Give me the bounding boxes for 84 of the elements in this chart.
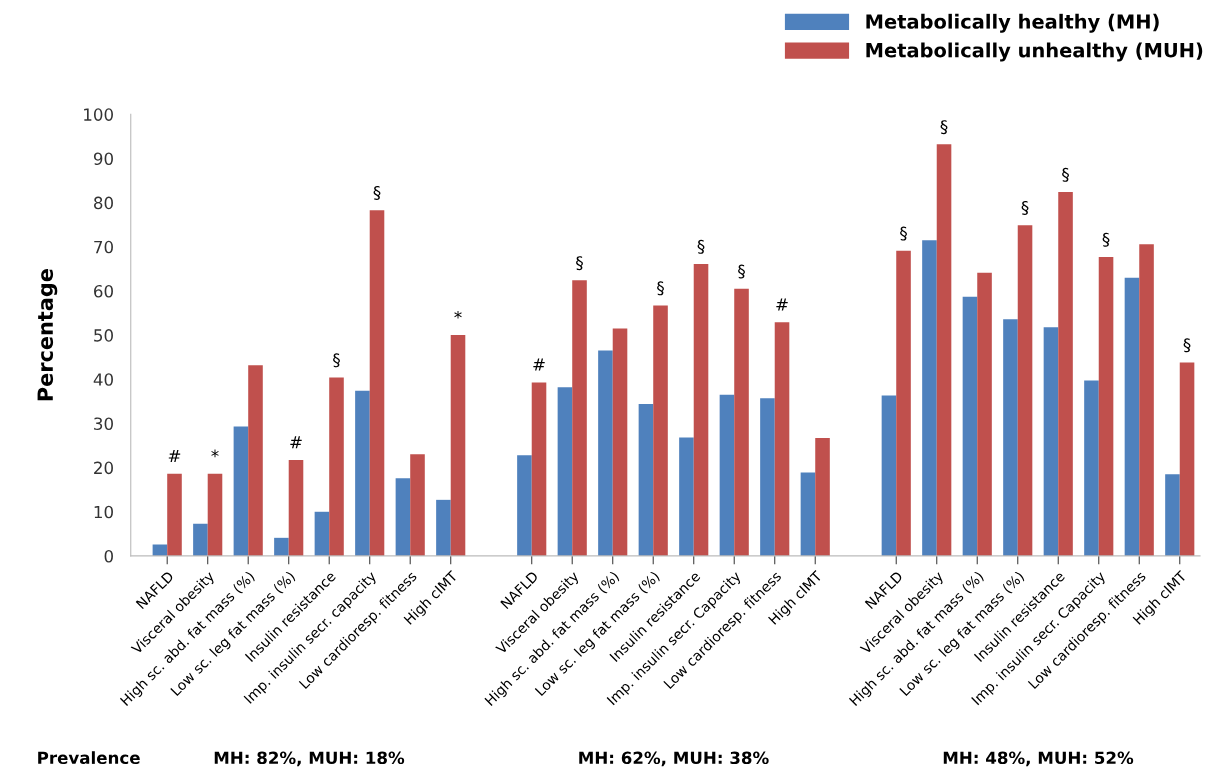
bar [355, 390, 370, 556]
y-tick-label: 30 [94, 417, 113, 431]
bar [167, 473, 182, 556]
data-label: # [533, 358, 545, 371]
y-tick-label: 100 [84, 108, 113, 121]
data-label: # [776, 298, 788, 311]
text: MH: 62%, MUH: 38% [579, 751, 769, 767]
bar [1058, 192, 1073, 556]
bar [557, 387, 573, 556]
y-tick-label: 50 [94, 329, 113, 342]
bar [450, 335, 466, 556]
y-tick-label: 0 [104, 549, 113, 563]
bar [638, 404, 654, 556]
bar [1165, 474, 1180, 556]
data-label: § [738, 264, 745, 279]
y-tick-label: 90 [93, 152, 113, 166]
data-label: § [373, 185, 381, 200]
data-label: § [697, 239, 705, 254]
bar [193, 523, 208, 556]
y-tick-label: 20 [94, 461, 113, 475]
text: MH: 48%, MUH: 52% [943, 751, 1134, 767]
data-label: * [454, 310, 462, 319]
data-label: § [1102, 232, 1110, 247]
bar [436, 499, 451, 556]
bar [1017, 225, 1033, 556]
bar [1124, 277, 1140, 556]
y-tick-label: 60 [94, 284, 113, 298]
bar [517, 455, 532, 556]
bar [800, 472, 816, 556]
bar [922, 240, 937, 556]
data-label: § [1183, 338, 1191, 353]
bar [734, 288, 749, 556]
bar [1003, 319, 1018, 556]
bar [612, 328, 628, 556]
bar [1179, 362, 1195, 556]
text: Prevalence [38, 751, 140, 765]
bar [693, 264, 709, 556]
data-label: § [900, 226, 907, 241]
bar [1139, 244, 1154, 556]
bar [207, 473, 223, 556]
bar [896, 250, 911, 556]
bar [572, 280, 587, 556]
bar [719, 394, 735, 556]
bar [653, 305, 668, 556]
data-label: # [168, 450, 181, 462]
bar [774, 322, 790, 556]
bar [1084, 380, 1099, 556]
bar [410, 454, 425, 556]
bar [152, 544, 168, 556]
bar [248, 365, 263, 556]
data-label: § [657, 281, 664, 296]
bar [233, 426, 249, 556]
y-tick-label: 10 [94, 505, 113, 519]
bar [369, 210, 385, 556]
bar [531, 382, 547, 556]
data-label: § [1062, 167, 1069, 182]
bar [598, 350, 613, 556]
bar [815, 438, 830, 556]
bar [395, 478, 411, 556]
data-label: # [290, 436, 302, 449]
data-label: § [1021, 200, 1029, 215]
bar [1043, 327, 1059, 556]
y-tick-label: 70 [94, 240, 113, 254]
data-label: § [333, 353, 340, 368]
bar [760, 398, 775, 556]
y-tick-label: 40 [93, 373, 113, 386]
bar [962, 296, 978, 556]
text: MH: 82%, MUH: 18% [214, 751, 405, 767]
data-label: * [211, 449, 219, 458]
bar [288, 460, 304, 556]
bar [314, 511, 330, 556]
y-axis-title: Percentage [37, 269, 58, 401]
data-label: § [940, 120, 948, 135]
bar [679, 437, 694, 556]
bar [329, 377, 344, 556]
legend-label: Metabolically unhealthy (MUH) [866, 42, 1203, 62]
bar [881, 395, 897, 556]
legend-label: Metabolically healthy (MH) [866, 13, 1159, 33]
bar [274, 537, 289, 556]
bar [977, 272, 992, 556]
y-tick-label: 80 [94, 196, 113, 210]
bar [936, 144, 952, 556]
bar [1098, 256, 1114, 556]
data-label: § [576, 256, 583, 271]
